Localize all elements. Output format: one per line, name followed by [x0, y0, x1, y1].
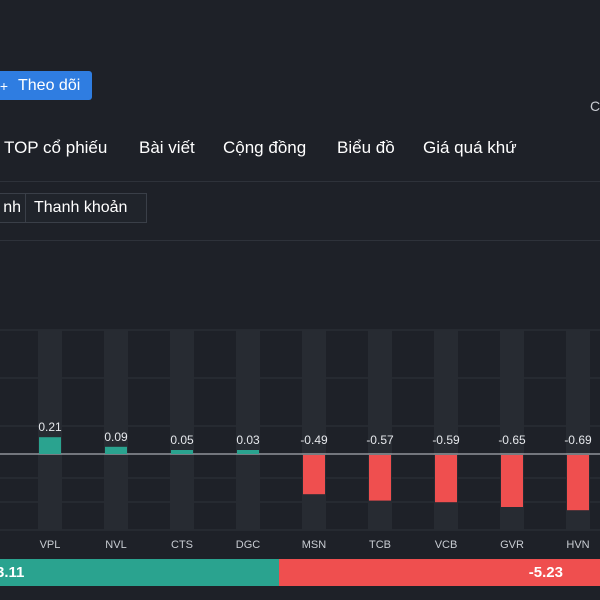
follow-button[interactable]: + Theo dõi — [0, 71, 92, 100]
cut-off-glyph: C — [590, 98, 600, 114]
tabs-divider — [0, 240, 600, 241]
bar-msn — [303, 455, 325, 495]
bar-gvr — [501, 455, 523, 507]
filter-tab-liquidity-label: Thanh khoản — [34, 199, 128, 216]
tick-label-cts: CTS — [171, 539, 193, 551]
value-label-nvl: 0.09 — [104, 430, 128, 444]
page-header-area — [0, 0, 600, 70]
value-label-msn: -0.49 — [300, 433, 328, 447]
value-label-cts: 0.05 — [170, 433, 194, 447]
market-breadth-summary: 3.11 -5.23 — [0, 559, 600, 586]
value-label-tcb: -0.57 — [366, 433, 394, 447]
value-label-hvn: -0.69 — [564, 433, 592, 447]
tab-top-stocks[interactable]: TOP cổ phiếu — [4, 138, 108, 157]
tick-label-vcb: VCB — [435, 539, 458, 551]
tick-label-hvn: HVN — [566, 539, 589, 551]
stock-impact-bar-chart: 0.21 VPL 0.09 NVL 0.05 CTS 0.03 DGC -0.49 MSN -0.5… — [0, 329, 600, 551]
value-label-dgc: 0.03 — [236, 433, 260, 447]
bottom-strip — [0, 586, 600, 600]
positive-total-value: 3.11 — [0, 564, 25, 581]
positive-total-segment: 3.11 — [0, 559, 279, 586]
value-label-vcb: -0.59 — [432, 433, 460, 447]
bar-cts — [171, 450, 193, 454]
filter-tab-partial[interactable]: nh — [0, 193, 26, 223]
tick-label-gvr: GVR — [500, 539, 524, 551]
filter-tab-partial-label: nh — [3, 199, 21, 216]
negative-total-segment: -5.23 — [279, 559, 600, 586]
tab-charts[interactable]: Biểu đồ — [337, 138, 395, 157]
tab-articles[interactable]: Bài viết — [139, 138, 195, 157]
bar-tcb — [369, 455, 391, 501]
tick-label-vpl: VPL — [40, 539, 61, 551]
bar-hvn — [567, 455, 589, 511]
bar-vcb — [435, 455, 457, 503]
tick-label-msn: MSN — [302, 539, 327, 551]
column-shade-nvl — [104, 330, 128, 530]
column-shade-cts — [170, 330, 194, 530]
follow-button-label: Theo dõi — [18, 76, 81, 94]
bar-vpl — [39, 437, 61, 454]
negative-total-value: -5.23 — [528, 564, 563, 581]
column-shade-vpl — [38, 330, 62, 530]
column-shade-dgc — [236, 330, 260, 530]
tick-label-tcb: TCB — [369, 539, 391, 551]
bar-nvl — [105, 446, 127, 454]
value-label-vpl: 0.21 — [38, 420, 62, 434]
tick-label-nvl: NVL — [105, 539, 126, 551]
tab-price-history[interactable]: Giá quá khứ — [423, 138, 517, 157]
plus-icon: + — [0, 77, 9, 94]
filter-tab-liquidity[interactable]: Thanh khoản — [25, 193, 147, 223]
nav-divider — [0, 181, 600, 182]
bar-dgc — [237, 450, 259, 454]
column-shade-msn — [302, 330, 326, 530]
value-label-gvr: -0.65 — [498, 433, 526, 447]
tick-label-dgc: DGC — [236, 539, 261, 551]
tab-community[interactable]: Cộng đồng — [223, 138, 307, 157]
